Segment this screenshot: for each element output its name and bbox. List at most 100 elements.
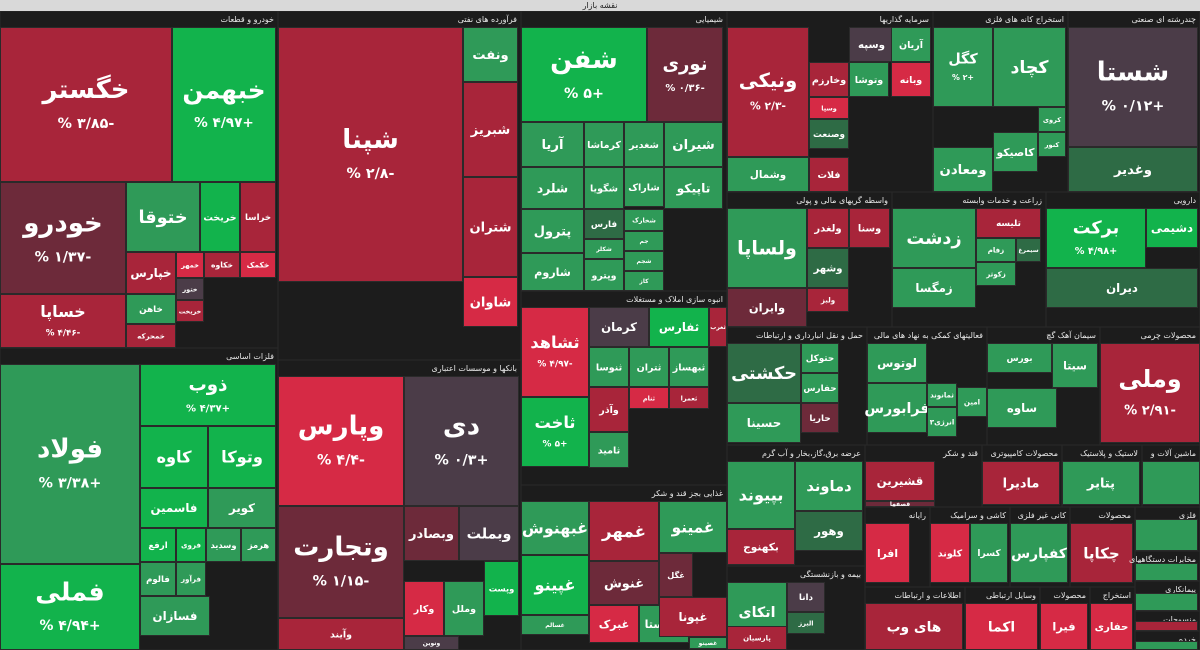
stock-tile[interactable]: خراسا — [240, 182, 276, 252]
stock-tile[interactable]: شفن +۵ % — [521, 27, 647, 122]
stock-tile[interactable]: شلرد — [521, 167, 584, 209]
stock-tile[interactable]: ثغرب — [709, 307, 727, 347]
stock-tile[interactable]: خمحرکه — [126, 324, 176, 348]
stock-tile[interactable]: فملی +۴/۹۴ % — [0, 564, 140, 650]
stock-tile[interactable]: دشیمی — [1146, 208, 1198, 248]
stock-tile[interactable]: کلوند — [930, 523, 970, 583]
stock-tile[interactable]: کرماشا — [584, 122, 624, 167]
stock-tile[interactable]: پتایر — [1062, 461, 1140, 505]
stock-tile[interactable]: ثعمرا — [669, 387, 709, 409]
stock-tile[interactable]: وبصادر — [404, 506, 459, 561]
stock-tile[interactable]: فروی — [176, 528, 206, 562]
stock-tile[interactable]: وبملت — [459, 506, 519, 561]
stock-tile[interactable]: فرابورس — [864, 383, 930, 433]
stock-tile[interactable]: وآذر — [589, 387, 629, 432]
stock-tile[interactable]: کگل +۲ % — [933, 27, 993, 107]
stock-tile[interactable]: حسینا — [727, 403, 801, 443]
stock-tile[interactable]: دماوند — [795, 461, 863, 511]
stock-tile[interactable]: آریا — [521, 122, 584, 167]
stock-tile[interactable]: فرآور — [176, 562, 206, 596]
stock-tile[interactable]: هرمز — [241, 528, 276, 562]
stock-tile[interactable]: وپست — [484, 561, 519, 616]
stock-tile[interactable]: شاوان — [463, 277, 518, 327]
stock-tile[interactable]: کسرا — [970, 523, 1008, 583]
stock-tile[interactable]: غنوش — [589, 561, 659, 605]
stock-tile[interactable]: غمینو — [659, 501, 727, 553]
stock-tile[interactable]: فیرا — [1040, 603, 1088, 650]
stock-tile[interactable]: شپنا -۲/۸ % — [278, 27, 463, 282]
stock-tile[interactable]: شاراک — [624, 167, 664, 207]
stock-tile[interactable]: خاهن — [126, 294, 176, 324]
stock-tile[interactable]: پترول — [521, 209, 584, 253]
stock-tile[interactable]: وصنعت — [809, 119, 849, 149]
stock-tile[interactable]: شخارک — [624, 209, 664, 231]
stock-tile[interactable]: کاز — [624, 271, 664, 291]
stock-tile[interactable]: شجم — [624, 251, 664, 271]
stock-tile[interactable]: های وب — [865, 603, 963, 650]
stock-tile[interactable]: برکت +۴/۹۸ % — [1046, 208, 1146, 268]
stock-tile[interactable]: شبریز — [463, 82, 518, 177]
stock-tile[interactable]: فسازان — [140, 596, 210, 636]
stock-tile[interactable]: ثنام — [629, 387, 669, 409]
stock-tile[interactable]: وتوشا — [849, 62, 889, 97]
stock-tile[interactable]: پارسیان — [727, 626, 787, 650]
stock-tile[interactable]: فالوم — [140, 562, 176, 596]
stock-tile[interactable]: حفاری — [1090, 603, 1133, 650]
stock-tile[interactable]: شستا +۰/۱۲ % — [1068, 27, 1198, 147]
stock-tile[interactable]: وتوکا — [208, 426, 276, 488]
stock-tile[interactable]: نوری -۰/۳۶ % — [647, 27, 723, 122]
stock-tile[interactable]: شاروم — [521, 253, 584, 291]
stock-tile[interactable]: وملل — [444, 581, 484, 636]
stock-tile[interactable]: شیران — [664, 122, 723, 167]
stock-tile[interactable]: وخارزم — [809, 62, 849, 97]
stock-tile[interactable]: امین — [957, 387, 987, 417]
stock-tile[interactable]: غگل — [659, 553, 693, 597]
stock-tile[interactable]: غبهنوش — [521, 501, 589, 555]
stock-tile[interactable] — [1142, 461, 1200, 505]
stock-tile[interactable]: غمهر — [589, 501, 659, 561]
stock-tile[interactable]: کفپارس — [1010, 523, 1068, 583]
stock-tile[interactable]: وپترو — [584, 259, 624, 291]
stock-tile[interactable]: انرژی۳ — [927, 407, 957, 437]
stock-tile[interactable]: ثتران — [629, 347, 669, 387]
stock-tile[interactable]: کنور — [1038, 132, 1066, 157]
stock-tile[interactable]: وسپا — [809, 97, 849, 119]
stock-tile[interactable]: افرا — [865, 523, 910, 583]
stock-tile[interactable]: ونوین — [404, 636, 459, 650]
stock-tile[interactable]: غبرک — [589, 605, 639, 643]
stock-tile[interactable]: سیمرغ — [1016, 238, 1041, 262]
stock-tile[interactable]: تلیسه — [976, 208, 1041, 238]
stock-tile[interactable]: ثامید — [589, 432, 629, 468]
stock-tile[interactable]: جم — [624, 231, 664, 251]
stock-tile[interactable]: دانا — [787, 582, 825, 612]
stock-tile[interactable]: خگستر -۳/۸۵ % — [0, 27, 172, 182]
stock-tile[interactable]: دی +۰/۳ % — [404, 376, 519, 506]
stock-tile[interactable]: کچاد — [993, 27, 1066, 107]
stock-tile[interactable]: فلات — [809, 157, 849, 192]
stock-tile[interactable]: سیتا — [1052, 343, 1098, 388]
stock-tile[interactable]: شتران — [463, 177, 518, 277]
stock-tile[interactable]: فاسمین — [140, 488, 208, 528]
stock-tile[interactable]: شغدیر — [624, 122, 664, 167]
stock-tile[interactable]: کاصیکو — [993, 132, 1038, 172]
stock-tile[interactable]: وپارس -۴/۴ % — [278, 376, 404, 506]
stock-tile[interactable]: خپارس — [126, 252, 176, 294]
stock-tile[interactable]: ولغدر — [807, 208, 849, 248]
stock-tile[interactable]: خبهمن +۴/۹۷ % — [172, 27, 276, 182]
stock-tile[interactable]: ثمانوند — [927, 383, 957, 407]
stock-tile[interactable]: ونفت — [463, 27, 518, 82]
stock-tile[interactable]: وهور — [795, 511, 863, 551]
stock-tile[interactable]: تاپیکو — [664, 167, 723, 209]
stock-tile[interactable]: وغدیر — [1068, 147, 1198, 192]
stock-tile[interactable]: خودرو -۱/۳۷ % — [0, 182, 126, 294]
stock-tile[interactable]: کروی — [1038, 107, 1066, 132]
stock-tile[interactable]: ختور — [176, 278, 204, 300]
stock-tile[interactable]: ختوقا — [126, 182, 200, 252]
stock-tile[interactable]: ولبز — [807, 288, 849, 312]
stock-tile[interactable]: ومعادن — [933, 147, 993, 192]
stock-tile[interactable]: کویر — [208, 488, 276, 528]
stock-tile[interactable]: وشهر — [807, 248, 849, 288]
stock-tile[interactable]: اکما — [965, 603, 1038, 650]
stock-tile[interactable]: غپینو — [521, 555, 589, 615]
stock-tile[interactable]: خکمک — [240, 252, 276, 278]
